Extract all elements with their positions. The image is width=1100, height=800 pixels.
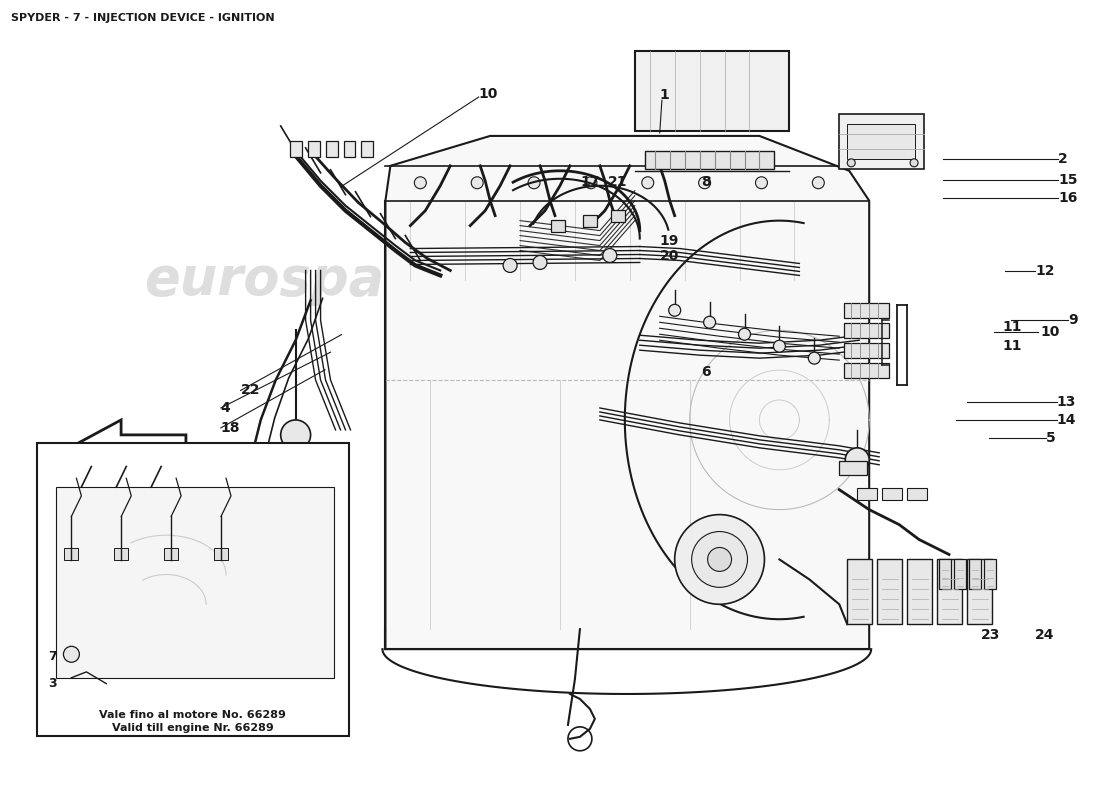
Bar [610,210,625,222]
Polygon shape [385,136,869,649]
Text: 14: 14 [1057,413,1077,427]
Bar [839,114,924,169]
Text: eurospares: eurospares [122,580,263,600]
Bar [635,51,790,131]
Circle shape [910,159,918,167]
Polygon shape [56,487,334,678]
Bar [882,488,902,500]
Bar [908,488,927,500]
Text: 1: 1 [660,89,670,102]
Circle shape [707,547,732,571]
Circle shape [534,255,547,270]
Bar [326,141,338,157]
Circle shape [280,420,310,450]
Text: Vale fino al motore No. 66289: Vale fino al motore No. 66289 [99,710,286,719]
Circle shape [738,328,750,340]
Bar [954,559,966,590]
Text: 11: 11 [1002,320,1022,334]
Text: 22: 22 [241,383,260,398]
Bar [65,549,78,561]
Text: eurospares: eurospares [144,254,477,306]
Text: 6: 6 [702,365,711,379]
Text: 13: 13 [1057,394,1076,409]
Text: 17: 17 [581,174,601,189]
Text: 20: 20 [660,250,679,263]
Bar [839,461,867,474]
Bar [289,141,301,157]
Text: SPYDER - 7 - INJECTION DEVICE - IGNITION: SPYDER - 7 - INJECTION DEVICE - IGNITION [11,14,275,23]
Text: 15: 15 [1058,173,1078,187]
Bar [857,488,877,500]
Text: 16: 16 [1058,190,1077,205]
Text: 18: 18 [221,421,240,435]
Bar [114,549,129,561]
Text: 4: 4 [221,401,231,415]
Text: 11: 11 [1002,338,1022,353]
Bar [845,343,889,358]
Text: 7: 7 [48,650,57,663]
Text: 24: 24 [1035,628,1055,642]
Bar [969,559,981,590]
Text: 21: 21 [608,174,628,189]
Bar [36,443,349,737]
Bar [847,559,872,624]
Text: 9: 9 [1068,314,1078,327]
Polygon shape [72,420,186,474]
Circle shape [528,177,540,189]
Bar [967,559,992,624]
Circle shape [585,177,597,189]
Circle shape [692,531,748,587]
Bar [908,559,932,624]
Text: 23: 23 [981,628,1001,642]
Text: 19: 19 [660,234,679,247]
Bar [214,549,228,561]
Circle shape [845,448,869,472]
Text: 2: 2 [1058,152,1068,166]
Bar [937,559,962,624]
Bar [939,559,952,590]
Circle shape [773,340,785,352]
Text: 8: 8 [702,174,712,189]
Bar [583,214,597,226]
Circle shape [756,177,768,189]
Circle shape [641,177,653,189]
Bar [845,363,889,378]
Circle shape [471,177,483,189]
Bar [308,141,320,157]
Circle shape [812,177,824,189]
Circle shape [847,159,855,167]
Circle shape [674,514,764,604]
Circle shape [808,352,821,364]
Circle shape [415,177,427,189]
Circle shape [704,316,716,328]
Text: 10: 10 [1041,326,1059,339]
Circle shape [503,258,517,273]
Text: 3: 3 [48,677,57,690]
Bar [164,549,178,561]
Bar [645,151,774,169]
Bar [551,220,565,231]
Bar [845,323,889,338]
Bar [343,141,355,157]
Text: 12: 12 [1035,264,1055,278]
Text: eurospares: eurospares [473,474,806,526]
Circle shape [698,177,711,189]
Bar [847,124,915,159]
Text: Valid till engine Nr. 66289: Valid till engine Nr. 66289 [112,723,274,734]
Bar [362,141,373,157]
Bar [845,303,889,318]
Bar [877,559,902,624]
Bar [983,559,996,590]
Text: 10: 10 [478,87,498,101]
Circle shape [64,646,79,662]
Circle shape [603,249,617,262]
Circle shape [669,304,681,316]
Text: 5: 5 [1046,431,1056,446]
